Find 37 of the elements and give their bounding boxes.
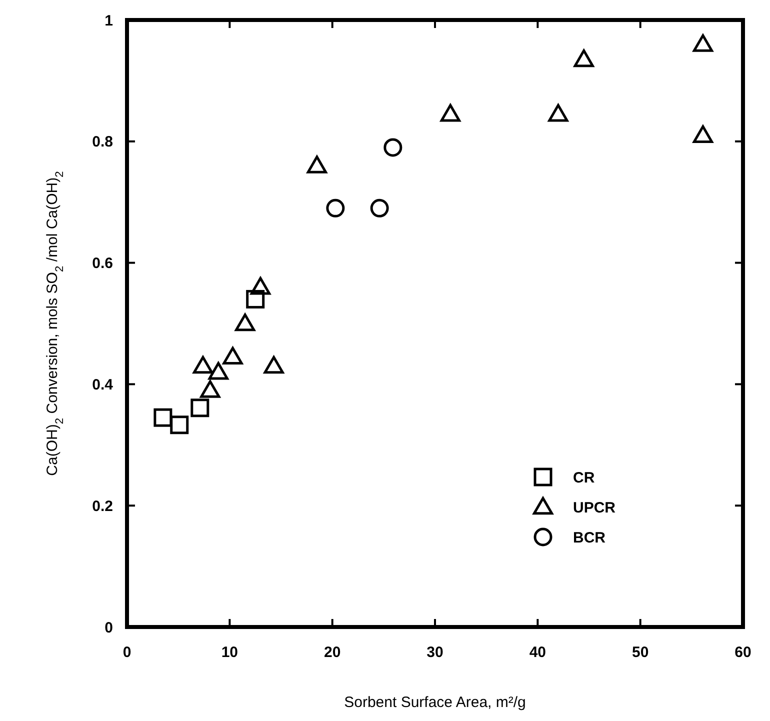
- point: [370, 198, 389, 218]
- legend-label: UPCR: [573, 499, 616, 516]
- legend-label: BCR: [573, 529, 606, 546]
- point: [692, 125, 714, 143]
- x-tick-label: 40: [529, 644, 546, 661]
- y-tick-label: 0.6: [92, 255, 113, 272]
- point: [384, 138, 402, 157]
- point: [154, 408, 172, 427]
- point: [190, 398, 210, 418]
- x-tick-label: 10: [221, 644, 238, 661]
- x-tick-label: 30: [426, 644, 444, 661]
- y-tick-label: 0.8: [92, 134, 113, 151]
- x-tick-label: 0: [122, 644, 132, 661]
- point: [326, 198, 345, 218]
- y-tick-label: 0: [104, 619, 113, 636]
- point: [264, 356, 284, 374]
- point: [222, 346, 243, 365]
- x-tick-label: 60: [734, 644, 752, 661]
- point: [235, 313, 256, 332]
- point: [208, 362, 228, 380]
- x-axis-title: Sorbent Surface Area, m²/g: [344, 694, 526, 711]
- point: [692, 34, 714, 52]
- point: [574, 49, 594, 68]
- legend-label: CR: [573, 469, 595, 486]
- point: [250, 277, 271, 295]
- point: [200, 380, 220, 398]
- y-tick-label: 1: [104, 12, 113, 30]
- point: [170, 416, 189, 434]
- y-tick-label: 0.2: [92, 498, 113, 515]
- y-tick-label: 0.4: [92, 376, 114, 394]
- point: [306, 156, 327, 174]
- point: [548, 104, 568, 122]
- x-tick-label: 50: [632, 644, 649, 661]
- point: [440, 104, 460, 122]
- x-tick-label: 20: [324, 644, 341, 661]
- point: [246, 290, 265, 308]
- point: [192, 356, 214, 374]
